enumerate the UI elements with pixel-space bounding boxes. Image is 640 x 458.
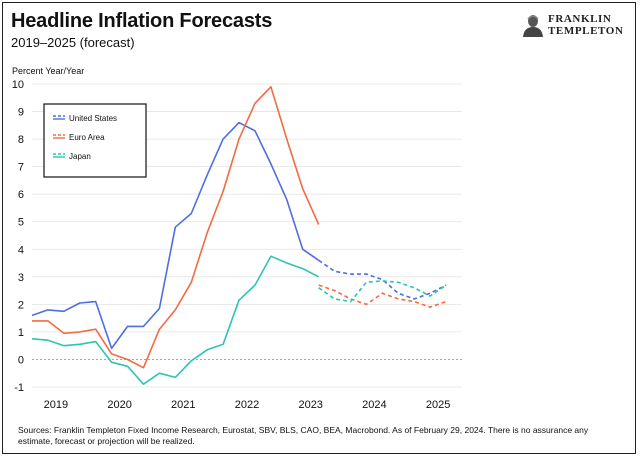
logo-wordmark: FRANKLIN TEMPLETON	[548, 13, 624, 37]
chart-title: Headline Inflation Forecasts	[11, 10, 273, 32]
x-tick-2024: 2024	[362, 399, 386, 411]
franklin-portrait-icon	[523, 15, 543, 37]
y-tick--1: -1	[14, 382, 24, 394]
x-tick-2019: 2019	[44, 399, 68, 411]
series-line-euro-area-actual	[32, 86, 320, 369]
y-tick-10: 10	[12, 79, 24, 91]
y-tick-9: 9	[18, 107, 24, 119]
y-tick-8: 8	[18, 134, 24, 146]
y-tick-2: 2	[18, 299, 24, 311]
legend: United States Euro Area Japan	[43, 103, 147, 178]
y-tick-6: 6	[18, 189, 24, 201]
chart-subtitle: 2019–2025 (forecast)	[11, 35, 135, 50]
series-line-united-states-forecast	[318, 259, 447, 300]
grid-lines	[32, 83, 462, 388]
y-tick-1: 1	[18, 327, 24, 339]
logo-line2: TEMPLETON	[548, 25, 624, 37]
x-tick-2025: 2025	[426, 399, 450, 411]
y-tick-0: 0	[18, 354, 24, 366]
franklin-templeton-logo: FRANKLIN TEMPLETON	[522, 13, 634, 39]
x-tick-labels: 2019 2020 2021 2022 2023 2024 2025	[44, 399, 451, 411]
y-tick-3: 3	[18, 272, 24, 284]
y-tick-5: 5	[18, 217, 24, 229]
series-line-euro-area-forecast	[318, 284, 447, 308]
y-tick-7: 7	[18, 162, 24, 174]
y-tick-4: 4	[18, 244, 24, 256]
legend-label-euro-area: Euro Area	[69, 133, 105, 142]
series-line-japan-actual	[31, 255, 320, 385]
x-tick-2020: 2020	[107, 399, 131, 411]
x-tick-2022: 2022	[235, 399, 259, 411]
series-line-united-states-actual	[31, 121, 320, 350]
logo-line1: FRANKLIN	[548, 13, 612, 25]
legend-label-united-states: United States	[69, 114, 117, 123]
x-tick-2021: 2021	[171, 399, 195, 411]
chart-frame	[2, 2, 636, 454]
y-tick-labels: -1 0 1 2 3 4 5 6 7 8 9 10	[12, 79, 24, 394]
x-tick-2023: 2023	[298, 399, 322, 411]
legend-label-japan: Japan	[69, 152, 91, 161]
series-lines	[31, 86, 447, 385]
series-line-japan-forecast	[318, 280, 447, 303]
source-note: Sources: Franklin Templeton Fixed Income…	[18, 425, 589, 446]
y-axis-label: Percent Year/Year	[12, 66, 84, 76]
